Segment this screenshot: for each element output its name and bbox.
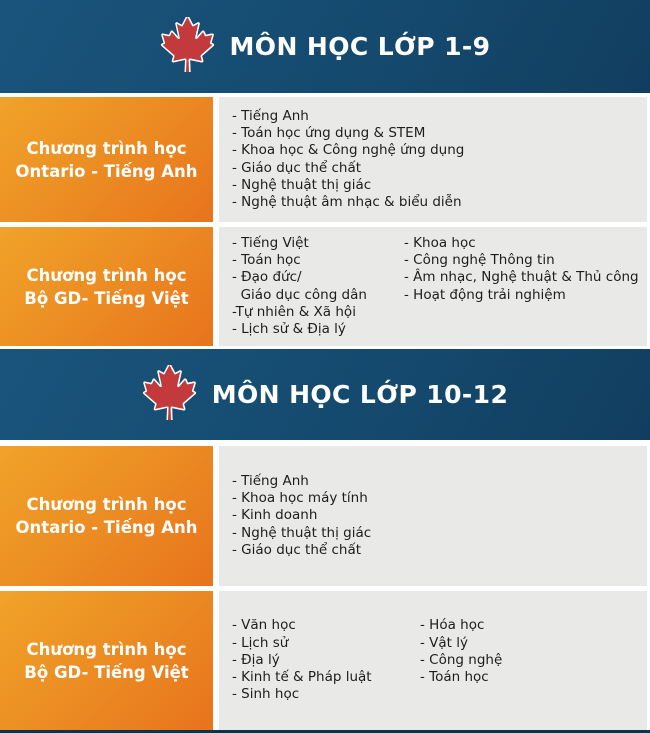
program-label-line2: Ontario - Tiếng Anh bbox=[15, 161, 198, 181]
subject-item: - Tiếng Việt bbox=[232, 234, 309, 251]
subject-item: Giáo dục công dân bbox=[232, 286, 367, 303]
section-title: MÔN HỌC LỚP 1-9 bbox=[229, 32, 491, 61]
program-label-line2: Bộ GD- Tiếng Việt bbox=[24, 288, 189, 308]
subject-item: - Tiếng Anh bbox=[232, 107, 309, 124]
subjects-panel: - Tiếng Việt - Toán học - Đạo đức/ Giáo … bbox=[219, 227, 647, 346]
subjects-panel: - Tiếng Anh - Khoa học máy tính - Kinh d… bbox=[219, 446, 647, 586]
subject-item: - Giáo dục thể chất bbox=[232, 159, 362, 176]
subject-item: - Toán học bbox=[232, 252, 301, 269]
subject-list: - Tiếng Anh - Khoa học máy tính - Kinh d… bbox=[232, 473, 371, 559]
subject-item: - Nghệ thuật thị giác bbox=[232, 176, 372, 193]
subject-item: - Lịch sử & Địa lý bbox=[232, 320, 346, 337]
subject-item: - Sinh học bbox=[232, 686, 300, 703]
subjects-panel: - Tiếng Anh - Toán học ứng dụng & STEM -… bbox=[219, 97, 647, 222]
program-label-line2: Bộ GD- Tiếng Việt bbox=[24, 662, 189, 682]
subject-list-left: - Tiếng Việt - Toán học - Đạo đức/ Giáo … bbox=[232, 235, 404, 338]
row-ontario-1-9: Chương trình học Ontario - Tiếng Anh - T… bbox=[0, 97, 650, 222]
program-label-line1: Chương trình học bbox=[26, 138, 187, 158]
maple-leaf-icon bbox=[142, 363, 197, 424]
program-label-bogd: Chương trình học Bộ GD- Tiếng Việt bbox=[0, 591, 213, 730]
subject-item: - Khoa học máy tính bbox=[232, 490, 368, 507]
subject-list-left: - Văn học - Lịch sử - Địa lý - Kinh tế &… bbox=[232, 617, 420, 703]
subject-item: - Giáo dục thể chất bbox=[232, 541, 362, 558]
row-bogd-10-12: Chương trình học Bộ GD- Tiếng Việt - Văn… bbox=[0, 591, 650, 730]
subject-item: - Văn học bbox=[232, 617, 296, 634]
subject-list-right: - Hóa học - Vật lý - Công nghệ - Toán họ… bbox=[420, 617, 502, 686]
subject-list: - Tiếng Anh - Toán học ứng dụng & STEM -… bbox=[232, 108, 464, 211]
program-label-ontario: Chương trình học Ontario - Tiếng Anh bbox=[0, 97, 213, 222]
subject-item: - Đạo đức/ bbox=[232, 269, 302, 286]
program-label-line2: Ontario - Tiếng Anh bbox=[15, 518, 198, 537]
subject-item: -Tự nhiên & Xã hội bbox=[232, 303, 356, 320]
section-title: MÔN HỌC LỚP 10-12 bbox=[211, 380, 509, 409]
bottom-divider bbox=[0, 730, 650, 733]
subject-item: - Kinh doanh bbox=[232, 507, 318, 524]
maple-leaf-icon bbox=[160, 15, 215, 76]
subject-item: - Khoa học bbox=[404, 234, 476, 251]
subject-item: - Toán học ứng dụng & STEM bbox=[232, 125, 426, 142]
subject-item: - Khoa học & Công nghệ ứng dụng bbox=[232, 142, 465, 159]
program-label-line1: Chương trình học bbox=[26, 265, 187, 285]
subject-item: - Hoạt động trải nghiệm bbox=[404, 286, 566, 303]
row-ontario-10-12: Chương trình học Ontario - Tiếng Anh - T… bbox=[0, 446, 650, 586]
program-label-ontario: Chương trình học Ontario - Tiếng Anh bbox=[0, 446, 213, 586]
subject-item: - Tiếng Anh bbox=[232, 472, 309, 489]
subject-item: - Kinh tế & Pháp luật bbox=[232, 669, 372, 686]
section-header-grades-10-12: MÔN HỌC LỚP 10-12 bbox=[0, 349, 650, 440]
subject-item: - Toán học bbox=[420, 669, 489, 686]
subject-item: - Vật lý bbox=[420, 634, 468, 651]
row-bogd-1-9: Chương trình học Bộ GD- Tiếng Việt - Tiế… bbox=[0, 227, 650, 346]
subjects-panel: - Văn học - Lịch sử - Địa lý - Kinh tế &… bbox=[219, 591, 647, 730]
subject-item: - Công nghệ Thông tin bbox=[404, 252, 555, 269]
subject-item: - Âm nhạc, Nghệ thuật & Thủ công bbox=[404, 269, 639, 286]
section-header-grades-1-9: MÔN HỌC LỚP 1-9 bbox=[0, 0, 650, 93]
subject-item: - Nghệ thuật thị giác bbox=[232, 524, 372, 541]
subject-item: - Hóa học bbox=[420, 617, 485, 634]
subject-list-right: - Khoa học - Công nghệ Thông tin - Âm nh… bbox=[404, 235, 639, 304]
program-label-line1: Chương trình học bbox=[26, 639, 187, 659]
program-label-line1: Chương trình học bbox=[26, 495, 187, 514]
subject-item: - Lịch sử bbox=[232, 634, 289, 651]
subject-item: - Nghệ thuật âm nhạc & biểu diễn bbox=[232, 193, 462, 210]
subject-item: - Địa lý bbox=[232, 651, 280, 668]
subject-item: - Công nghệ bbox=[420, 651, 503, 668]
program-label-bogd: Chương trình học Bộ GD- Tiếng Việt bbox=[0, 227, 213, 346]
